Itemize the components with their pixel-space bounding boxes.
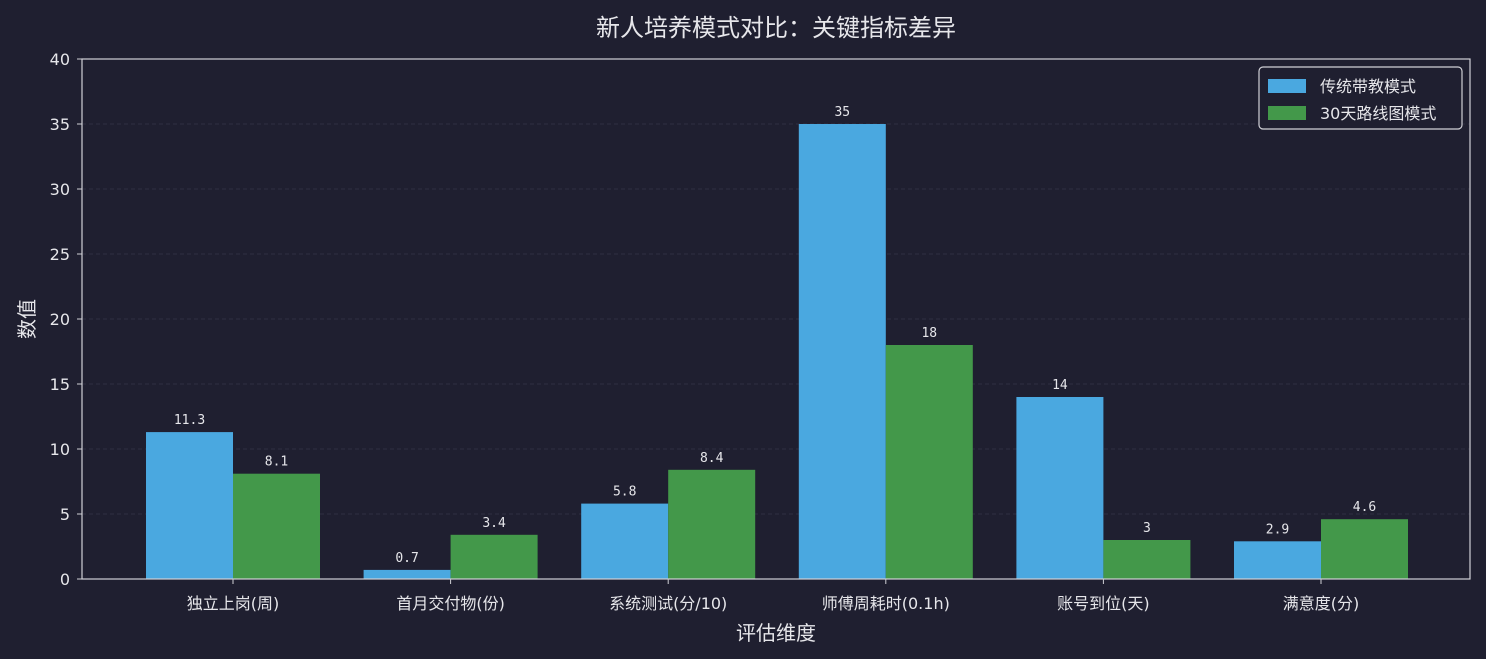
bar-value-label: 3 bbox=[1143, 521, 1151, 536]
x-tick-label: 满意度(分) bbox=[1283, 594, 1360, 613]
x-tick-label: 独立上岗(周) bbox=[187, 594, 280, 613]
bar-value-label: 2.9 bbox=[1266, 522, 1289, 537]
bar-value-label: 3.4 bbox=[482, 516, 506, 531]
x-axis-ticks: 独立上岗(周) 首月交付物(份) 系统测试(分/10) 师傅周耗时(0.1h) 账号到位… bbox=[187, 579, 1360, 613]
y-axis-label: 数值 bbox=[15, 299, 39, 339]
bar-value-label: 18 bbox=[921, 326, 937, 341]
chart-title: 新人培养模式对比：关键指标差异 bbox=[596, 14, 956, 42]
y-tick-label: 30 bbox=[50, 180, 70, 199]
bar-value-label: 8.1 bbox=[265, 455, 288, 470]
y-tick-label: 25 bbox=[50, 245, 70, 264]
legend: 传统带教模式 30天路线图模式 bbox=[1258, 66, 1463, 130]
bar-traditional bbox=[146, 432, 233, 579]
x-tick-label: 师傅周耗时(0.1h) bbox=[822, 594, 950, 613]
x-tick-label: 账号到位(天) bbox=[1057, 594, 1150, 613]
bar-value-label: 0.7 bbox=[395, 551, 418, 566]
x-tick-label: 首月交付物(份) bbox=[396, 594, 505, 613]
bar-roadmap bbox=[233, 473, 320, 579]
y-tick-label: 20 bbox=[50, 310, 70, 329]
y-tick-label: 5 bbox=[60, 505, 70, 524]
y-axis-ticks: 0 5 10 15 20 25 30 35 40 bbox=[50, 50, 82, 589]
bar-value-label: 14 bbox=[1052, 378, 1068, 393]
bar-traditional bbox=[1016, 397, 1104, 579]
legend-item-label: 传统带教模式 bbox=[1320, 77, 1416, 96]
x-tick-label: 系统测试(分/10) bbox=[609, 594, 727, 613]
bar-traditional bbox=[798, 124, 886, 579]
bar-value-label: 5.8 bbox=[613, 485, 636, 500]
bar-traditional bbox=[363, 569, 451, 579]
legend-swatch bbox=[1268, 79, 1306, 93]
x-axis-label: 评估维度 bbox=[736, 621, 816, 645]
legend-item-label: 30天路线图模式 bbox=[1320, 104, 1436, 123]
y-tick-label: 0 bbox=[60, 570, 70, 589]
bar-roadmap bbox=[885, 345, 973, 579]
bars bbox=[146, 124, 1408, 579]
legend-swatch bbox=[1268, 106, 1306, 120]
bar-traditional bbox=[1234, 541, 1321, 579]
legend-box bbox=[1258, 66, 1463, 130]
grid-lines bbox=[82, 123, 1470, 515]
bar-traditional bbox=[581, 503, 669, 579]
bar-roadmap bbox=[668, 469, 756, 579]
data-labels: 11.3 8.1 0.7 3.4 5.8 8.4 35 18 14 3 2.9 4.6 bbox=[174, 105, 1376, 566]
y-tick-label: 40 bbox=[50, 50, 70, 69]
bar-value-label: 35 bbox=[834, 105, 850, 120]
bar-value-label: 4.6 bbox=[1353, 500, 1376, 515]
bar-value-label: 8.4 bbox=[700, 451, 724, 466]
y-tick-label: 10 bbox=[50, 440, 70, 459]
y-tick-label: 15 bbox=[50, 375, 70, 394]
bar-value-label: 11.3 bbox=[174, 413, 205, 428]
y-tick-label: 35 bbox=[50, 115, 70, 134]
bar-roadmap bbox=[450, 534, 538, 579]
bar-roadmap bbox=[1321, 519, 1408, 579]
bar-roadmap bbox=[1103, 540, 1191, 579]
